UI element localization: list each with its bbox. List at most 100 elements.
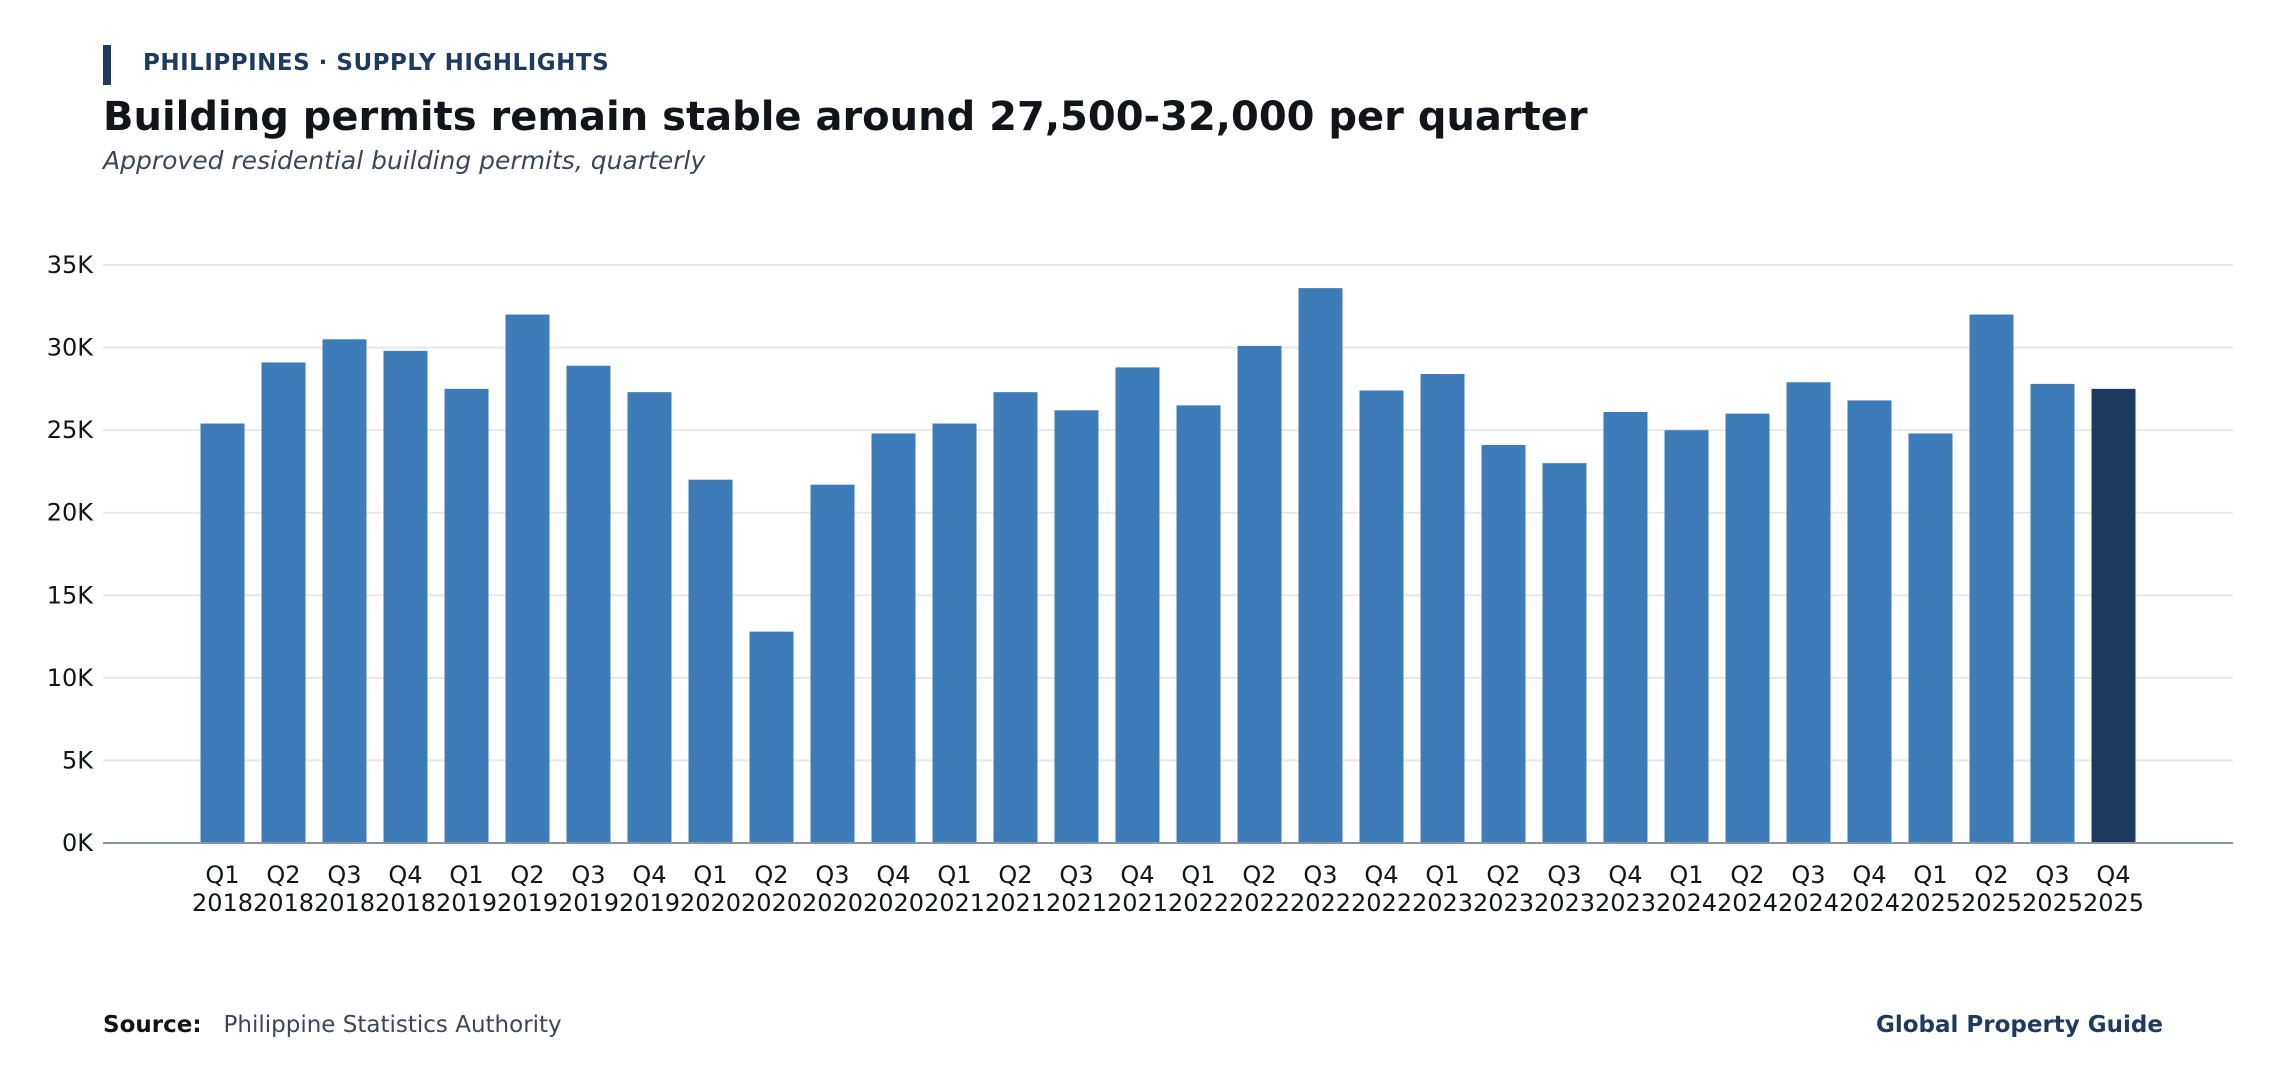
y-tick-label: 30K xyxy=(47,334,95,362)
x-tick-label-year: 2021 xyxy=(1107,889,1168,917)
x-tick-label-year: 2018 xyxy=(375,889,436,917)
chart-subtitle: Approved residential building permits, q… xyxy=(103,146,706,175)
x-tick-label-quarter: Q1 xyxy=(205,861,239,889)
bar xyxy=(1176,405,1221,843)
bar xyxy=(749,631,794,843)
x-axis-ticks: Q12018Q22018Q32018Q42018Q12019Q22019Q320… xyxy=(192,861,2144,917)
x-tick-label-quarter: Q3 xyxy=(1547,861,1581,889)
chart-title: Building permits remain stable around 27… xyxy=(103,94,1588,140)
x-tick-label-year: 2018 xyxy=(253,889,314,917)
x-tick-label-year: 2022 xyxy=(1229,889,1290,917)
bar xyxy=(1420,373,1465,843)
x-tick-label-quarter: Q2 xyxy=(1730,861,1764,889)
x-tick-label-quarter: Q2 xyxy=(1486,861,1520,889)
x-tick-label-quarter: Q3 xyxy=(1059,861,1093,889)
chart-kicker: PHILIPPINES · SUPPLY HIGHLIGHTS xyxy=(143,50,610,76)
x-tick-label-year: 2025 xyxy=(1900,889,1961,917)
x-tick-label-quarter: Q4 xyxy=(388,861,422,889)
x-tick-label-quarter: Q1 xyxy=(449,861,483,889)
bar xyxy=(688,479,733,843)
bar xyxy=(871,433,916,843)
x-tick-label-year: 2023 xyxy=(1412,889,1473,917)
x-tick-label-quarter: Q1 xyxy=(1913,861,1947,889)
y-tick-label: 10K xyxy=(47,664,95,692)
x-tick-label-year: 2020 xyxy=(741,889,802,917)
x-tick-label-quarter: Q2 xyxy=(510,861,544,889)
x-tick-label-year: 2023 xyxy=(1595,889,1656,917)
source-note: Source: Philippine Statistics Authority xyxy=(103,1012,562,1038)
x-tick-label-year: 2019 xyxy=(497,889,558,917)
kicker-accent-bar xyxy=(103,45,111,85)
x-tick-label-quarter: Q4 xyxy=(632,861,666,889)
bar xyxy=(1664,430,1709,843)
x-tick-label-quarter: Q4 xyxy=(1120,861,1154,889)
y-tick-label: 5K xyxy=(62,746,94,774)
bar xyxy=(1603,411,1648,843)
x-tick-label-quarter: Q3 xyxy=(2035,861,2069,889)
x-tick-label-quarter: Q2 xyxy=(998,861,1032,889)
y-tick-label: 0K xyxy=(62,829,94,857)
bar xyxy=(1725,413,1770,843)
bar xyxy=(1359,390,1404,843)
x-tick-label-quarter: Q3 xyxy=(1303,861,1337,889)
x-tick-label-quarter: Q1 xyxy=(693,861,727,889)
bar xyxy=(1054,410,1099,843)
x-tick-label-year: 2024 xyxy=(1656,889,1717,917)
bar xyxy=(810,484,855,843)
bar xyxy=(2091,388,2136,843)
x-tick-label-year: 2021 xyxy=(1046,889,1107,917)
x-tick-label-quarter: Q1 xyxy=(1669,861,1703,889)
bar xyxy=(1298,288,1343,843)
brand-logo-text: Global Property Guide xyxy=(1875,1012,2163,1038)
x-tick-label-year: 2019 xyxy=(436,889,497,917)
bar xyxy=(1542,463,1587,843)
x-tick-label-year: 2020 xyxy=(863,889,924,917)
x-tick-label-year: 2025 xyxy=(1961,889,2022,917)
x-tick-label-year: 2020 xyxy=(802,889,863,917)
x-tick-label-quarter: Q1 xyxy=(937,861,971,889)
bar xyxy=(1969,314,2014,843)
x-tick-label-year: 2024 xyxy=(1717,889,1778,917)
x-tick-label-year: 2021 xyxy=(985,889,1046,917)
x-tick-label-quarter: Q3 xyxy=(571,861,605,889)
bars xyxy=(200,288,2136,843)
x-tick-label-quarter: Q1 xyxy=(1181,861,1215,889)
source-text: Philippine Statistics Authority xyxy=(223,1012,562,1038)
bar xyxy=(505,314,550,843)
x-tick-label-quarter: Q4 xyxy=(1364,861,1398,889)
bar xyxy=(322,339,367,843)
source-label: Source: xyxy=(103,1012,202,1038)
x-tick-label-year: 2025 xyxy=(2022,889,2083,917)
x-tick-label-year: 2020 xyxy=(680,889,741,917)
bar xyxy=(1847,400,1892,843)
bar xyxy=(1786,382,1831,843)
x-tick-label-quarter: Q3 xyxy=(815,861,849,889)
x-tick-label-year: 2022 xyxy=(1290,889,1351,917)
x-tick-label-quarter: Q3 xyxy=(327,861,361,889)
bar xyxy=(1115,367,1160,843)
y-tick-label: 15K xyxy=(47,581,95,609)
x-tick-label-year: 2022 xyxy=(1351,889,1412,917)
x-tick-label-quarter: Q4 xyxy=(1852,861,1886,889)
x-tick-label-quarter: Q4 xyxy=(876,861,910,889)
bar xyxy=(932,423,977,843)
x-tick-label-quarter: Q1 xyxy=(1425,861,1459,889)
x-tick-label-year: 2018 xyxy=(314,889,375,917)
x-tick-label-quarter: Q4 xyxy=(1608,861,1642,889)
x-tick-label-quarter: Q4 xyxy=(2096,861,2130,889)
y-tick-label: 35K xyxy=(47,251,95,279)
x-tick-label-quarter: Q2 xyxy=(754,861,788,889)
x-tick-label-year: 2024 xyxy=(1778,889,1839,917)
bar xyxy=(1237,345,1282,843)
x-tick-label-year: 2022 xyxy=(1168,889,1229,917)
bar xyxy=(993,392,1038,843)
x-tick-label-year: 2025 xyxy=(2083,889,2144,917)
bar xyxy=(627,392,672,843)
bar xyxy=(1481,445,1526,843)
x-tick-label-quarter: Q2 xyxy=(1242,861,1276,889)
bar xyxy=(383,350,428,843)
bar xyxy=(261,362,306,843)
bar xyxy=(2030,383,2075,843)
x-tick-label-year: 2023 xyxy=(1534,889,1595,917)
